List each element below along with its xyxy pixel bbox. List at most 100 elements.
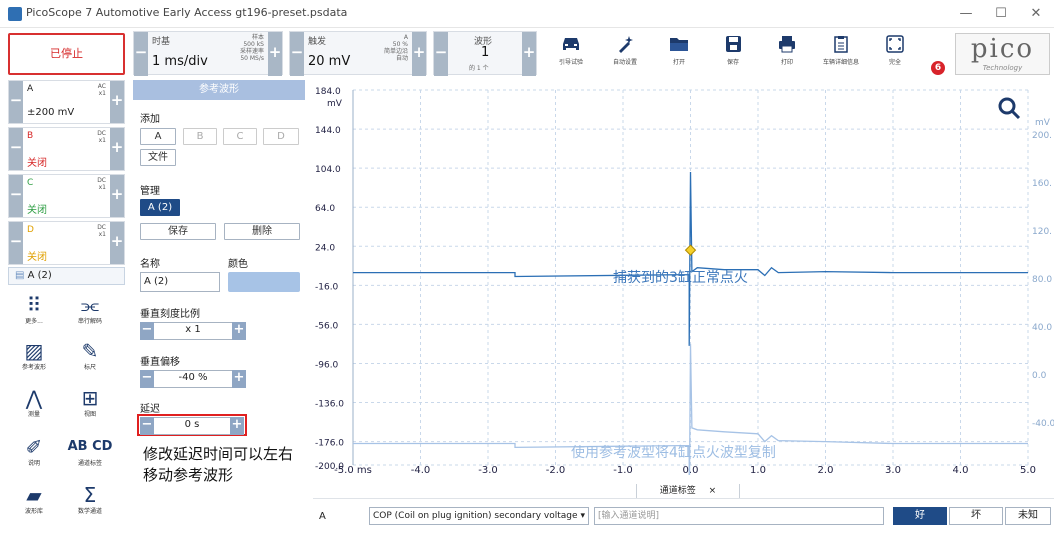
notification-badge[interactable]: 6 (931, 61, 945, 75)
ruler-button[interactable]: ✎ 标尺 (62, 340, 118, 380)
ref-name-input[interactable]: A (2) (140, 272, 220, 292)
fullscreen-icon (886, 35, 904, 53)
trigger-increase-button[interactable]: + (412, 32, 426, 76)
add-ref-d-button[interactable]: D (263, 128, 299, 145)
math-channels-button[interactable]: Σ 数学通道 (62, 484, 118, 524)
guided-test-button[interactable]: 引导试验 (543, 33, 599, 73)
ref-color-swatch[interactable] (228, 272, 300, 292)
good-button[interactable]: 好 (893, 507, 947, 525)
y-tick-label: 24.0 (315, 243, 335, 253)
add-ref-b-button[interactable]: B (183, 128, 217, 145)
trigger-info: A 50 % 简单边沿 自动 (383, 34, 408, 62)
waveform-traces (353, 171, 1028, 475)
channel-b-control[interactable]: − B DC x1 关闭 + (8, 127, 125, 171)
delay-annotation: 修改延迟时间可以左右移动参考波形 (143, 445, 294, 484)
waveform-count: 的 1 个 (469, 65, 489, 72)
trigger-marker (684, 244, 697, 256)
y-right-tick-label: 40.0 (1032, 323, 1052, 333)
reference-panel-header: 参考波形 (133, 80, 305, 100)
ref-a2-chip[interactable]: A (2) (140, 199, 180, 216)
channel-c-decrease-button[interactable]: − (9, 175, 23, 217)
minimize-button[interactable]: — (959, 6, 973, 21)
channel-c-increase-button[interactable]: + (110, 175, 124, 217)
channel-a-control[interactable]: − A AC x1 ±200 mV + (8, 80, 125, 124)
close-button[interactable]: ✕ (1030, 6, 1042, 21)
vertical-offset-decrease[interactable]: − (140, 370, 154, 388)
channel-b-decrease-button[interactable]: − (9, 128, 23, 170)
trigger-level-value[interactable]: 20 mV (308, 54, 351, 69)
serial-decode-button[interactable]: ⫘ 串行解码 (62, 294, 118, 334)
serial-decode-icon: ⫘ (81, 293, 99, 317)
vertical-scale-increase[interactable]: + (232, 322, 246, 340)
channel-a-decrease-button[interactable]: − (9, 81, 23, 123)
color-label: 颜色 (228, 259, 248, 270)
reference-a2-tag[interactable]: ▤ A (2) (8, 267, 125, 285)
reference-waveform-button[interactable]: ▨ 参考波形 (6, 340, 62, 380)
channel-d-increase-button[interactable]: + (110, 222, 124, 264)
channel-d-state: 关闭 (27, 252, 47, 263)
timebase-value[interactable]: 1 ms/div (152, 54, 208, 69)
manage-label: 管理 (140, 186, 160, 197)
vertical-offset-stepper[interactable]: − -40 % + (140, 370, 246, 388)
vertical-scale-decrease[interactable]: − (140, 322, 154, 340)
run-stop-button[interactable]: 已停止 (8, 33, 125, 75)
oscilloscope-plot[interactable]: 184.0 144.0 104.0 64.0 24.0 -16.0 -56.0 -96.0 -1… (313, 80, 1054, 475)
measure-button[interactable]: ⋀ 测量 (6, 387, 62, 427)
unknown-button[interactable]: 未知 (1005, 507, 1051, 525)
view-grid-icon: ⊞ (81, 386, 99, 410)
x-tick-label: -3.0 (478, 465, 498, 475)
waveform-index[interactable]: 1 (481, 45, 490, 60)
vertical-scale-stepper[interactable]: − x 1 + (140, 322, 246, 340)
channel-d-control[interactable]: − D DC x1 关闭 + (8, 221, 125, 265)
vehicle-details-button[interactable]: 车辆详细信息 (813, 33, 869, 73)
x-tick-label: -1.0 (613, 465, 633, 475)
channel-a-increase-button[interactable]: + (110, 81, 124, 123)
channel-description-input[interactable]: [输入通道说明] (594, 507, 884, 525)
zoom-icon[interactable] (998, 97, 1021, 120)
more-tools-button[interactable]: ⠿ 更多... (6, 294, 62, 334)
channel-c-state: 关闭 (27, 205, 47, 216)
add-ref-c-button[interactable]: C (223, 128, 257, 145)
channel-d-decrease-button[interactable]: − (9, 222, 23, 264)
print-button[interactable]: 打印 (759, 33, 815, 73)
delay-decrease[interactable]: − (140, 417, 154, 435)
open-button[interactable]: 打开 (651, 33, 707, 73)
timebase-decrease-button[interactable]: − (134, 32, 148, 76)
save-button[interactable]: 保存 (705, 33, 761, 73)
maximize-button[interactable]: ☐ (995, 6, 1007, 21)
channel-c-control[interactable]: − C DC x1 关闭 + (8, 174, 125, 218)
y-tick-label: 104.0 (315, 165, 341, 175)
timebase-increase-button[interactable]: + (268, 32, 282, 76)
delay-stepper[interactable]: − 0 s + (140, 417, 244, 435)
delay-label: 延迟 (140, 404, 160, 415)
y-tick-label: 184.0 (315, 87, 341, 97)
y-right-tick-label: 0.0 (1032, 371, 1047, 381)
ref-save-button[interactable]: 保存 (140, 223, 216, 240)
waveform-library-button[interactable]: ▰ 波形库 (6, 484, 62, 524)
y-right-tick-label: 200. (1032, 131, 1052, 141)
title-bar: PicoScope 7 Automotive Early Access gt19… (0, 0, 1054, 28)
grid-dots-icon: ⠿ (26, 293, 42, 317)
waveform-prev-button[interactable]: − (434, 32, 448, 76)
add-ref-a-button[interactable]: A (140, 128, 176, 145)
ref-delete-button[interactable]: 删除 (224, 223, 300, 240)
view-button[interactable]: ⊞ 视图 (62, 387, 118, 427)
waveform-next-button[interactable]: + (522, 32, 536, 76)
x-tick-label: -5.0 ms (334, 465, 372, 475)
channel-labels-button[interactable]: AB CD 通道标签 (62, 436, 118, 476)
vertical-offset-increase[interactable]: + (232, 370, 246, 388)
channel-b-increase-button[interactable]: + (110, 128, 124, 170)
delay-highlight (137, 414, 247, 436)
delay-increase[interactable]: + (230, 417, 244, 435)
tab-close-icon[interactable]: × (708, 486, 717, 496)
print-icon (779, 36, 795, 53)
trigger-decrease-button[interactable]: − (290, 32, 304, 76)
label-select[interactable]: COP (Coil on plug ignition) secondary vo… (369, 507, 589, 525)
add-ref-file-button[interactable]: 文件 (140, 149, 176, 166)
notes-button[interactable]: ✐ 说明 (6, 436, 62, 476)
bad-button[interactable]: 坏 (949, 507, 1003, 525)
fullscreen-button[interactable]: 完全 (867, 33, 923, 73)
window-title: PicoScope 7 Automotive Early Access gt19… (26, 6, 348, 19)
auto-setup-button[interactable]: 自动设置 (597, 33, 653, 73)
y-tick-label: -56.0 (315, 321, 339, 331)
